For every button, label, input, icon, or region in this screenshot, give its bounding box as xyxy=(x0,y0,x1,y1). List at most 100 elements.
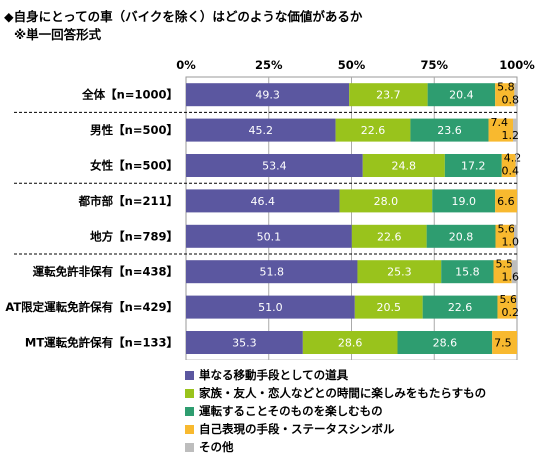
legend-label: 家族・友人・恋人などとの時間に楽しみをもたらすもの xyxy=(199,386,487,400)
data-label: 0.2 xyxy=(502,306,520,319)
data-label: 1.0 xyxy=(502,235,520,248)
bar-segment xyxy=(339,189,433,213)
data-label: 20.8 xyxy=(449,230,474,243)
bar-segment xyxy=(426,224,496,248)
bar-segment xyxy=(186,189,340,213)
bar-segment xyxy=(511,260,517,284)
data-label: 24.8 xyxy=(392,160,417,173)
data-label: 19.0 xyxy=(451,195,476,208)
chart-title: ◆自身にとっての車（バイクを除く）はどのような価値があるか xyxy=(4,9,363,24)
data-label: 49.3 xyxy=(255,89,280,102)
bar-segment xyxy=(495,224,515,248)
bar-segment xyxy=(513,118,517,142)
data-label: 7.4 xyxy=(491,116,509,129)
bar-segment xyxy=(186,331,303,354)
stacked-bar-chart: 0% 25% 50% 75% 100% 全体【n=1000】 49.3 23.7 20.4 5.8… xyxy=(5,58,535,360)
legend-label: その他 xyxy=(199,440,234,454)
data-label: 28.6 xyxy=(433,337,458,350)
data-label: 5.5 xyxy=(495,258,513,271)
data-label: 5.6 xyxy=(499,293,517,306)
data-label: 46.4 xyxy=(251,195,276,208)
bar-segment xyxy=(186,295,355,319)
bar-segment xyxy=(186,154,363,177)
bar-segment xyxy=(362,154,445,177)
data-label: 51.8 xyxy=(259,266,284,279)
bar-segment xyxy=(516,295,517,319)
data-label: 7.5 xyxy=(494,337,512,350)
category-label: 地方【n=789】 xyxy=(90,229,178,243)
legend-swatch xyxy=(185,442,194,452)
bar-segment xyxy=(186,260,358,284)
data-label: 22.6 xyxy=(361,124,386,137)
x-tick-label: 25% xyxy=(255,58,283,72)
bar-segment xyxy=(514,224,518,248)
bar-segment xyxy=(488,118,514,142)
bar-segment xyxy=(497,295,517,319)
legend-label: 運転することそのものを楽しむもの xyxy=(199,404,383,418)
bar-segment xyxy=(515,154,517,177)
bar-segment xyxy=(444,154,502,177)
data-label: 6.6 xyxy=(497,195,515,208)
category-label: AT限定運転免許保有【n=429】 xyxy=(5,300,178,314)
category-label: 男性【n=500】 xyxy=(90,123,178,137)
data-label: 35.3 xyxy=(232,337,257,350)
legend-item: その他 xyxy=(185,438,486,456)
x-tick-label: 50% xyxy=(338,58,366,72)
data-label: 15.8 xyxy=(455,266,480,279)
data-label: 28.0 xyxy=(374,195,399,208)
bar-segment xyxy=(410,118,489,142)
data-label: 20.4 xyxy=(449,89,474,102)
data-label: 1.2 xyxy=(502,129,520,142)
data-label: 50.1 xyxy=(257,230,282,243)
bar-segment xyxy=(186,224,352,248)
data-label: 28.6 xyxy=(338,337,363,350)
data-label: 5.6 xyxy=(497,222,515,235)
data-label: 45.2 xyxy=(249,124,274,137)
bar-segment xyxy=(422,295,498,319)
data-label: 25.3 xyxy=(387,266,412,279)
data-label: 22.6 xyxy=(448,301,473,314)
data-label: 17.2 xyxy=(461,160,486,173)
legend-item: 単なる移動手段としての道具 xyxy=(185,366,486,384)
data-label: 53.4 xyxy=(262,160,287,173)
bar-segment xyxy=(351,224,427,248)
legend-swatch xyxy=(185,424,194,434)
legend-label: 単なる移動手段としての道具 xyxy=(199,368,349,382)
bar-segment xyxy=(302,331,398,354)
category-label: 全体【n=1000】 xyxy=(81,88,178,102)
bar-segment xyxy=(397,331,493,354)
bar-segment xyxy=(349,83,428,107)
data-label: 5.8 xyxy=(497,81,515,94)
legend-item: 家族・友人・恋人などとの時間に楽しみをもたらすもの xyxy=(185,384,486,402)
chart-subtitle: ※単一回答形式 xyxy=(14,27,102,42)
data-label: 20.5 xyxy=(376,301,401,314)
chart-legend: 単なる移動手段としての道具家族・友人・恋人などとの時間に楽しみをもたらすもの 運転… xyxy=(185,366,486,456)
bar-segment xyxy=(441,260,494,284)
bar-segment xyxy=(495,189,517,213)
bar-segment xyxy=(186,83,350,107)
bar-segment xyxy=(432,189,496,213)
bar-segment xyxy=(186,118,336,142)
data-label: 1.6 xyxy=(502,271,520,284)
data-label: 51.0 xyxy=(258,301,283,314)
x-tick-label: 0% xyxy=(176,58,196,72)
bar-segment xyxy=(427,83,496,107)
data-label: 23.7 xyxy=(376,89,401,102)
data-label: 0.8 xyxy=(502,94,520,107)
bar-segment xyxy=(335,118,411,142)
legend-item: 自己表現の手段・ステータスシンボル xyxy=(185,420,486,438)
data-label: 23.6 xyxy=(437,124,462,137)
legend-item: 運転することそのものを楽しむもの xyxy=(185,402,486,420)
bar-segment xyxy=(492,331,517,354)
x-tick-label: 100% xyxy=(499,58,535,72)
category-label: 都市部【n=211】 xyxy=(78,194,178,208)
bar-segment xyxy=(501,154,516,177)
category-label: 女性【n=500】 xyxy=(90,159,178,173)
x-tick-label: 75% xyxy=(420,58,448,72)
legend-swatch xyxy=(185,370,194,380)
bar-segment xyxy=(357,260,442,284)
data-label: 4.2 xyxy=(504,152,522,165)
bar-segment xyxy=(493,260,512,284)
category-label: 運転免許非保有【n=438】 xyxy=(33,265,178,279)
bar-segment xyxy=(354,295,423,319)
